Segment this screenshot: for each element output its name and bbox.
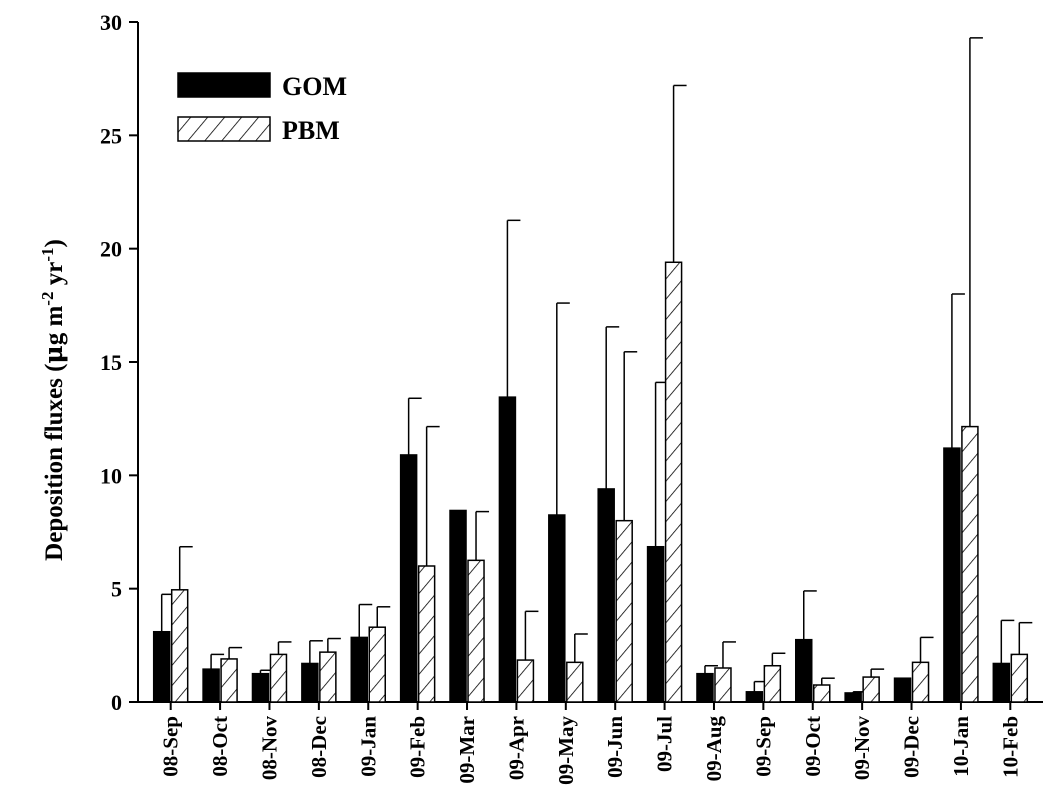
gom-bar [202,668,220,703]
pbm-bar [269,653,288,703]
gom-bar [696,672,714,703]
pbm-bar [516,659,535,703]
gom-bar [548,514,566,703]
x-tick-label: 09-Dec [900,716,924,778]
pbm-bar [368,626,386,703]
x-tick-label: 10-Feb [998,716,1022,778]
pbm-bar [961,425,979,703]
pbm-bar [911,661,930,703]
x-tick-label: 09-Mar [455,716,479,784]
gom-bar [893,677,912,703]
legend-swatch-gom [177,72,271,98]
gom-bar [152,630,171,703]
gom-bar [597,488,615,703]
pbm-bar [664,261,683,703]
pbm-bar [714,667,732,703]
gom-bar [498,396,517,703]
pbm-bar [566,661,584,703]
legend-label-gom: GOM [282,72,347,101]
gom-bar [301,662,319,703]
x-tick-label: 09-Jun [603,716,627,778]
legend-swatch-pbm [177,116,271,142]
pbm-bar [170,589,189,703]
gom-bar [844,692,862,703]
x-tick-label: 09-Aug [702,716,726,782]
gom-bar [399,454,418,703]
pbm-bar [763,664,782,703]
x-tick-label: 09-Feb [406,716,430,778]
pbm-bar [467,559,485,703]
gom-bar [745,691,764,703]
x-tick-label: 09-Oct [801,716,825,777]
x-tick-label: 08-Dec [307,716,331,778]
y-tick-label: 5 [111,577,122,602]
x-tick-label: 09-Jul [653,716,677,772]
legend-label-pbm: PBM [282,116,340,145]
y-axis-label: Deposition fluxes (μg m-2 yr-1) [38,239,69,561]
y-tick-label: 25 [100,123,122,148]
gom-bar [251,672,270,703]
y-tick-label: 30 [100,10,122,35]
pbm-bar [862,676,880,703]
pbm-bar [417,565,436,703]
x-tick-label: 09-Apr [504,716,528,780]
gom-bar [795,638,813,703]
y-tick-label: 20 [100,237,122,262]
gom-bar [992,662,1011,703]
x-tick-label: 08-Oct [208,716,232,777]
x-tick-label: 10-Jan [949,716,973,777]
x-tick-label: 09-Sep [751,716,775,777]
x-tick-label: 09-Jan [356,716,380,777]
y-tick-label: 0 [111,690,122,715]
gom-bar [943,447,961,703]
y-tick-label: 15 [100,350,122,375]
x-tick-label: 09-Nov [850,716,874,781]
x-tick-label: 09-May [554,716,578,785]
y-tick-label: 10 [100,463,122,488]
gom-bar [350,636,368,703]
pbm-bar [319,651,337,703]
gom-bar [449,509,467,703]
legend: GOM PBM [177,72,347,145]
x-tick-label: 08-Nov [257,716,281,781]
gom-bar [646,545,665,703]
pbm-bar [813,684,831,703]
pbm-bar [220,658,238,703]
pbm-bar [615,519,633,703]
x-tick-label: 08-Sep [159,716,183,777]
pbm-bar [1010,653,1029,703]
